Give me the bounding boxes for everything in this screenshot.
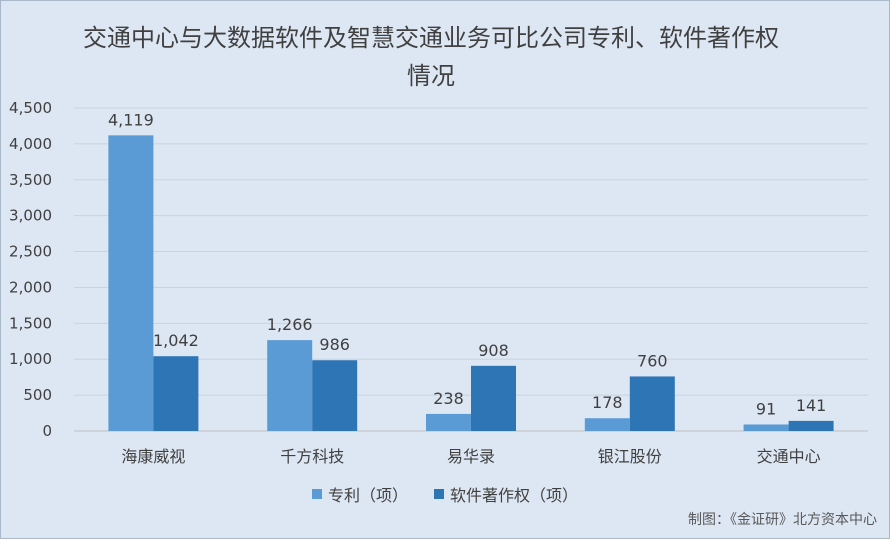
source-note: 制图：《金证研》北方资本中心 bbox=[688, 512, 877, 528]
bar bbox=[471, 365, 516, 431]
bar bbox=[743, 424, 789, 431]
legend-item-patent[interactable]: 专利（项） bbox=[311, 482, 408, 506]
x-tick-label: 银江股份 bbox=[598, 447, 662, 466]
y-axis: 0 500 1,000 1,500 2,000 2,500 3,000 3,500 4,000 4… bbox=[9, 99, 52, 440]
data-labels: 4,119 1,042 1,266 986 238 908 178 760 91 141 bbox=[108, 110, 826, 418]
bar bbox=[108, 135, 154, 431]
bar bbox=[629, 376, 675, 431]
gridlines bbox=[74, 107, 868, 432]
bar bbox=[267, 340, 313, 431]
data-label: 1,266 bbox=[267, 315, 313, 334]
legend-item-software-copyright[interactable]: 软件著作权（项） bbox=[434, 482, 578, 506]
data-label: 1,042 bbox=[153, 331, 199, 350]
data-label: 141 bbox=[796, 396, 827, 415]
y-tick-label: 1,000 bbox=[9, 350, 52, 368]
y-tick-label: 2,500 bbox=[9, 243, 52, 261]
data-label: 91 bbox=[756, 399, 776, 418]
x-tick-label: 易华录 bbox=[447, 447, 495, 466]
y-tick-label: 4,500 bbox=[9, 99, 52, 117]
y-tick-label: 500 bbox=[23, 386, 52, 404]
legend-swatch-patent bbox=[311, 489, 322, 499]
legend-label-patent: 专利（项） bbox=[327, 486, 408, 505]
data-label: 760 bbox=[637, 351, 668, 370]
y-tick-label: 4,000 bbox=[9, 135, 52, 153]
bar bbox=[584, 418, 630, 431]
bar bbox=[426, 413, 471, 431]
y-tick-label: 3,500 bbox=[9, 171, 52, 189]
chart-title: 交通中心与大数据软件及智慧交通业务可比公司专利、软件著作权情况 bbox=[83, 24, 779, 90]
legend: 专利（项） 软件著作权（项） bbox=[1, 482, 889, 506]
data-label: 986 bbox=[319, 335, 350, 354]
y-tick-label: 0 bbox=[42, 422, 52, 440]
bar bbox=[788, 420, 834, 431]
data-label: 4,119 bbox=[108, 110, 154, 129]
data-label: 178 bbox=[592, 393, 623, 412]
x-tick-label: 交通中心 bbox=[757, 447, 821, 466]
legend-swatch-software-copyright bbox=[434, 489, 444, 499]
bar bbox=[153, 356, 199, 431]
y-tick-label: 1,500 bbox=[9, 314, 52, 332]
y-tick-label: 2,000 bbox=[9, 278, 52, 296]
bars bbox=[108, 135, 834, 431]
legend-label-software-copyright: 软件著作权（项） bbox=[450, 486, 579, 505]
x-tick-label: 千方科技 bbox=[280, 447, 344, 466]
x-tick-label: 海康威视 bbox=[121, 447, 185, 466]
bar bbox=[312, 360, 358, 431]
y-tick-label: 3,000 bbox=[9, 207, 52, 225]
x-axis: 海康威视 千方科技 易华录 银江股份 交通中心 bbox=[121, 447, 820, 466]
data-label: 908 bbox=[478, 341, 509, 360]
data-label: 238 bbox=[433, 389, 464, 408]
